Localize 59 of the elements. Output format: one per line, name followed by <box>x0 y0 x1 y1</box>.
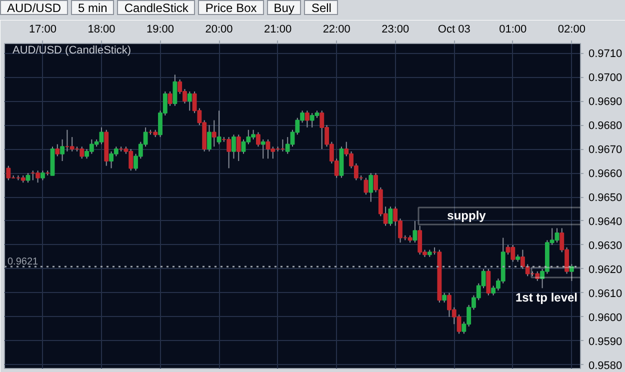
y-tick-label: 0.9660 <box>588 168 622 180</box>
ref-line-label: 0.9621 <box>8 256 39 268</box>
candlestick <box>207 124 212 152</box>
candlestick <box>260 138 266 160</box>
y-tick-label: 0.9620 <box>588 264 622 276</box>
candlestick <box>172 74 178 106</box>
y-tick-label: 0.9580 <box>588 360 622 372</box>
candlestick <box>6 165 11 181</box>
y-tick-label: 0.9630 <box>588 240 622 252</box>
candlestick <box>486 268 491 296</box>
x-tick-label: 23:00 <box>382 24 410 36</box>
y-tick-label: 0.9690 <box>588 96 622 108</box>
x-tick-label: 01:00 <box>499 24 527 36</box>
x-tick-label: 21:00 <box>264 24 292 36</box>
candlestick <box>80 146 84 160</box>
candlestick <box>535 270 540 282</box>
y-tick-label: 0.9670 <box>588 144 622 156</box>
x-tick-label: Oct 03 <box>438 24 470 36</box>
y-tick-label: 0.9590 <box>588 336 622 348</box>
x-tick-label: 22:00 <box>322 24 350 36</box>
text: CandleStick <box>117 0 196 15</box>
candlestick <box>256 132 260 148</box>
x-tick-label: 18:00 <box>88 24 116 36</box>
candlestick <box>55 144 60 157</box>
chart-title: AUD/USD (CandleStick) <box>12 44 132 56</box>
text: Buy <box>266 0 302 15</box>
y-tick-label: 0.9650 <box>588 192 622 204</box>
candlestick <box>168 90 172 106</box>
candlestick <box>569 264 574 282</box>
annotation: 1st tp level <box>515 290 578 304</box>
candlestick <box>442 292 447 304</box>
candlestick <box>70 136 74 152</box>
x-tick-label: 17:00 <box>28 24 56 36</box>
candlestick <box>368 172 374 202</box>
candlestick <box>364 177 368 196</box>
y-tick-label: 0.9640 <box>588 216 622 228</box>
candlestick <box>216 110 222 145</box>
candlestick <box>187 90 192 112</box>
x-tick-label: 19:00 <box>146 24 174 36</box>
x-tick-label: 02:00 <box>558 24 586 36</box>
candlestick <box>236 134 241 162</box>
y-tick-label: 0.9710 <box>588 48 622 60</box>
candlestick <box>232 134 236 160</box>
candlestick <box>388 206 393 226</box>
y-tick-label: 0.9700 <box>588 72 622 84</box>
text: 5 min <box>71 0 114 15</box>
candlestick <box>40 170 45 181</box>
candlestick <box>304 110 310 128</box>
y-tick-label: 0.9610 <box>588 288 622 300</box>
x-tick-label: 20:00 <box>205 24 233 36</box>
candlestick <box>60 138 65 162</box>
text: Price Box <box>198 0 264 15</box>
candlestick <box>212 120 216 148</box>
candlestick <box>412 220 418 244</box>
text: AUD/USD <box>0 0 68 15</box>
y-tick-label: 0.9600 <box>588 312 622 324</box>
annotation: supply <box>447 208 486 222</box>
y-tick-label: 0.9680 <box>588 120 622 132</box>
text: Sell <box>304 0 338 15</box>
